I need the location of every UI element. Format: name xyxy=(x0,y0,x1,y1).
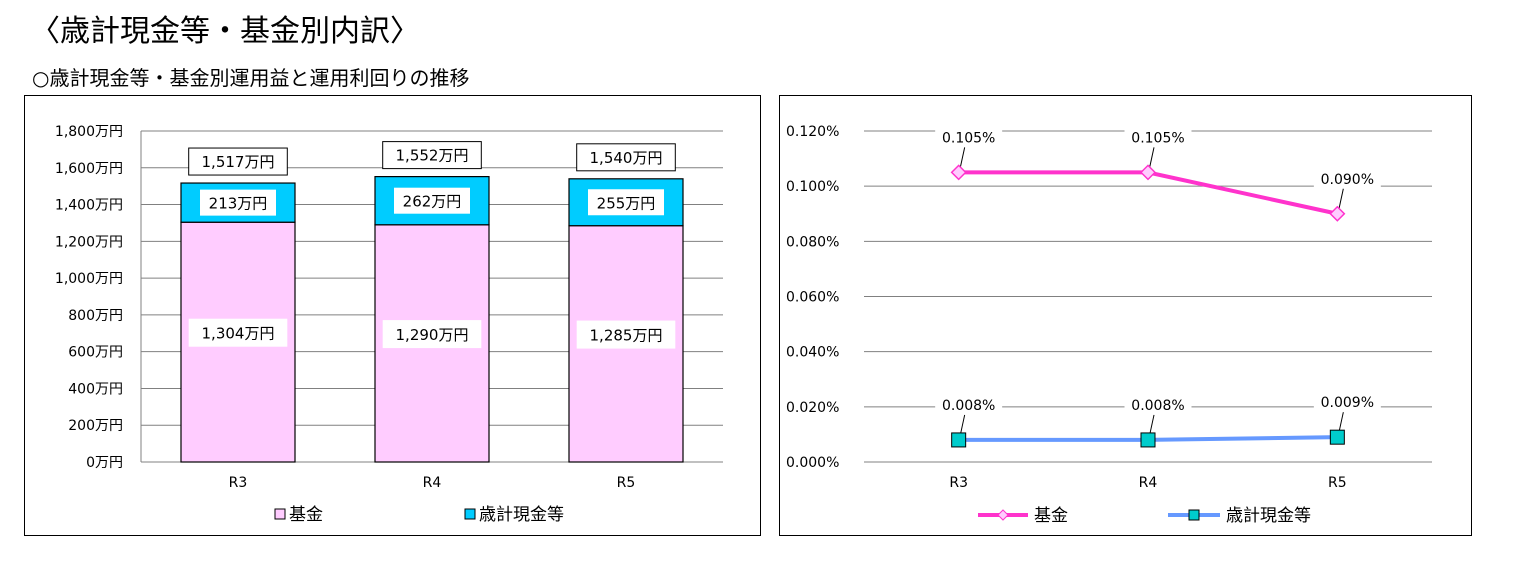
legend-marker-saikei xyxy=(1188,509,1200,521)
stacked-bar-chart: 0万円 200万円 400万円 600万円 800万円 1,000万円 1,200万円 1,4… xyxy=(55,124,723,525)
total-label: 1,552万円 xyxy=(396,147,469,165)
data-label-box xyxy=(1313,391,1381,414)
legend-marker-kikin xyxy=(997,509,1009,521)
y-tick-label: 0.060% xyxy=(786,290,839,306)
line-chart-panel: 0.000% 0.020% 0.040% 0.060% 0.080% 0.100% 0.12… xyxy=(779,95,1472,536)
data-label-kikin: 1,290万円 xyxy=(396,326,469,344)
y-tick-label: 0.100% xyxy=(786,179,839,195)
y-tick-label: 800万円 xyxy=(68,308,123,324)
x-tick-label: R4 xyxy=(1139,475,1158,491)
y-tick-label: 200万円 xyxy=(68,418,123,434)
data-label-box xyxy=(1313,167,1381,190)
legend-swatch-saikei xyxy=(464,508,476,520)
y-tick-label: 0.080% xyxy=(786,234,839,250)
y-tick-label: 0.020% xyxy=(786,400,839,416)
data-label-box xyxy=(200,189,276,216)
data-point-marker xyxy=(951,432,967,448)
data-label-box xyxy=(1124,393,1192,416)
y-tick-label: 600万円 xyxy=(68,345,123,361)
page-title: 〈歳計現金等・基金別内訳〉 xyxy=(30,14,420,49)
y-tick-label: 400万円 xyxy=(68,381,123,397)
total-label-box xyxy=(188,147,288,176)
y-tick-label: 0万円 xyxy=(86,455,123,471)
y-tick-label: 0.000% xyxy=(786,455,839,471)
total-label-box xyxy=(576,143,676,172)
data-label-saikei: 255万円 xyxy=(597,194,656,212)
y-tick-label: 1,400万円 xyxy=(55,198,123,214)
total-label-box xyxy=(382,141,482,170)
data-label-saikei: 213万円 xyxy=(209,195,268,213)
data-label-box xyxy=(935,393,1003,416)
data-label-box xyxy=(935,126,1003,149)
data-label-saikei: 262万円 xyxy=(403,193,462,211)
total-label: 1,540万円 xyxy=(590,149,663,167)
data-label-box xyxy=(394,187,470,214)
data-label-box xyxy=(576,320,676,349)
y-tick-label: 1,800万円 xyxy=(55,124,123,140)
line-chart: 0.000% 0.020% 0.040% 0.060% 0.080% 0.100% 0.12… xyxy=(786,124,1432,526)
data-label: 0.105% xyxy=(942,130,995,146)
x-tick-label: R3 xyxy=(949,475,968,491)
data-label: 0.090% xyxy=(1321,172,1374,188)
total-label: 1,517万円 xyxy=(202,153,275,171)
data-point-marker xyxy=(1139,164,1157,181)
legend-label-kikin: 基金 xyxy=(1034,506,1068,526)
x-tick-label: R4 xyxy=(423,475,442,491)
y-tick-label: 0.040% xyxy=(786,345,839,361)
data-point-marker xyxy=(950,164,967,181)
data-point-marker xyxy=(1329,205,1346,222)
x-tick-label: R3 xyxy=(229,475,248,491)
data-label-kikin: 1,285万円 xyxy=(590,327,663,345)
legend-swatch-kikin xyxy=(274,508,286,520)
y-tick-label: 1,600万円 xyxy=(55,161,123,177)
data-label: 0.008% xyxy=(942,398,995,414)
data-label: 0.105% xyxy=(1131,130,1184,146)
stacked-bar-chart-panel: 0万円 200万円 400万円 600万円 800万円 1,000万円 1,200万円 1,4… xyxy=(24,95,761,536)
chart-subtitle: ○歳計現金等・基金別運用益と運用利回りの推移 xyxy=(32,66,470,90)
data-label: 0.009% xyxy=(1321,395,1374,411)
data-label-kikin: 1,304万円 xyxy=(202,325,275,343)
data-label-box xyxy=(188,318,288,347)
legend-label-saikei: 歳計現金等 xyxy=(479,505,564,525)
y-tick-label: 1,000万円 xyxy=(55,271,123,287)
data-point-marker xyxy=(1140,432,1156,448)
data-label-box xyxy=(588,189,664,216)
x-tick-label: R5 xyxy=(1328,475,1347,491)
data-label-box xyxy=(1124,126,1192,149)
x-tick-label: R5 xyxy=(617,475,636,491)
y-tick-label: 0.120% xyxy=(786,124,839,140)
legend-label-kikin: 基金 xyxy=(289,505,323,525)
data-label-box xyxy=(382,320,482,349)
legend-label-saikei: 歳計現金等 xyxy=(1226,506,1311,526)
data-point-marker xyxy=(1329,429,1345,445)
y-tick-label: 1,200万円 xyxy=(55,234,123,250)
data-label: 0.008% xyxy=(1131,398,1184,414)
